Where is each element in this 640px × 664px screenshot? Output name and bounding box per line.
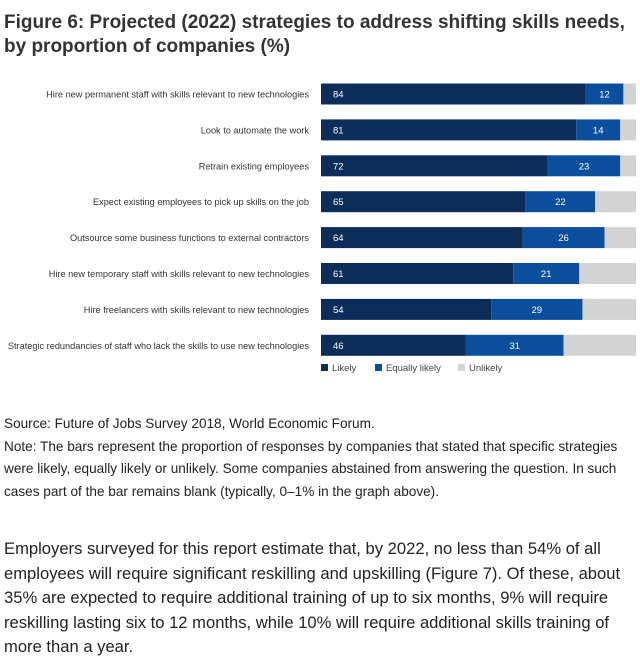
data-label: 14	[593, 125, 604, 136]
bar-segment-equally-likely	[576, 119, 621, 141]
legend-label: Equally likely	[386, 363, 441, 374]
data-label: 64	[333, 233, 344, 244]
bar-segment-unlikely	[595, 191, 636, 213]
legend-swatch	[321, 364, 328, 371]
bar-segment-unlikely	[620, 155, 636, 177]
data-label: 22	[555, 197, 566, 208]
bar-segment-equally-likely	[585, 83, 624, 105]
category-label: Strategic redundancies of staff who lack…	[8, 341, 310, 351]
bar-segment-likely	[321, 191, 526, 213]
category-label: Look to automate the work	[201, 125, 310, 135]
category-label: Hire freelancers with skills relevant to…	[84, 305, 310, 315]
data-label: 84	[333, 90, 344, 101]
note-text: Note: The bars represent the proportion …	[4, 438, 618, 499]
data-label: 29	[531, 305, 542, 316]
body-paragraph: Employers surveyed for this report estim…	[4, 539, 621, 656]
bar-segment-equally-likely	[465, 334, 564, 356]
data-label: 26	[558, 233, 569, 244]
data-label: 31	[509, 341, 520, 352]
bar-segment-equally-likely	[522, 227, 605, 249]
category-label: Hire new permanent staff with skills rel…	[46, 90, 309, 100]
bar-segment-likely	[321, 227, 523, 249]
category-label: Hire new temporary staff with skills rel…	[49, 269, 310, 279]
bar-segment-unlikely	[582, 298, 636, 320]
figure-title: Figure 6: Projected (2022) strategies to…	[4, 12, 625, 57]
data-label: 23	[579, 161, 590, 172]
bar-segment-likely	[321, 119, 577, 141]
stacked-bar-chart: Hire new permanent staff with skills rel…	[8, 83, 636, 374]
category-label: Outsource some business functions to ext…	[70, 233, 309, 243]
bar-segment-unlikely	[563, 334, 636, 356]
bar-segment-likely	[321, 263, 514, 284]
bar-segment-unlikely	[579, 263, 636, 284]
bar-segment-unlikely	[604, 227, 636, 249]
legend-swatch	[375, 364, 382, 371]
bar-segment-equally-likely	[491, 298, 583, 320]
source-text: Source: Future of Jobs Survey 2018, Worl…	[4, 416, 375, 431]
data-label: 61	[333, 269, 344, 280]
bar-segment-unlikely	[623, 83, 636, 105]
data-label: 46	[333, 341, 344, 352]
legend-swatch	[458, 364, 465, 371]
bar-segment-likely	[321, 334, 466, 356]
data-label: 81	[333, 125, 344, 136]
category-label: Retrain existing employees	[199, 161, 310, 171]
bar-segment-equally-likely	[513, 263, 580, 284]
category-label: Expect existing employees to pick up ski…	[93, 197, 309, 207]
bar-segment-unlikely	[620, 119, 636, 141]
source-note: Source: Future of Jobs Survey 2018, Worl…	[4, 413, 636, 503]
bar-segment-likely	[321, 298, 492, 320]
bar-segment-equally-likely	[547, 155, 621, 177]
legend-label: Likely	[332, 363, 357, 374]
data-label: 72	[333, 161, 344, 172]
bar-segment-likely	[321, 83, 586, 105]
data-label: 21	[541, 269, 552, 280]
bar-segment-equally-likely	[525, 191, 596, 213]
bar-segment-likely	[321, 155, 548, 177]
data-label: 54	[333, 305, 344, 316]
data-label: 12	[599, 90, 610, 101]
data-label: 65	[333, 197, 344, 208]
legend-label: Unlikely	[469, 363, 503, 374]
